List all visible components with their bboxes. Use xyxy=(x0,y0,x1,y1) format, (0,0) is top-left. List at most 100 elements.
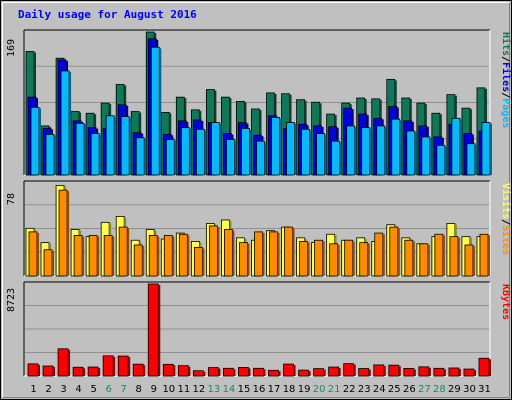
kbytes-bar-kbytes-face xyxy=(132,363,144,377)
visits-sites-bar-sites xyxy=(43,249,55,277)
visits-sites-bar-sites xyxy=(344,239,355,277)
hits-files-pages-bar-pages-face xyxy=(376,125,386,176)
kbytes-bar-kbytes xyxy=(418,366,431,377)
kbytes-bar-kbytes xyxy=(132,363,146,377)
kbytes-bar-kbytes-shadow xyxy=(398,366,401,376)
kbytes-bar-kbytes xyxy=(283,363,296,377)
hits-files-pages-bar-pages xyxy=(436,144,447,176)
kbytes-bar-kbytes-shadow xyxy=(188,366,191,376)
hits-files-pages-bar-pages xyxy=(466,143,477,176)
kbytes-bar-kbytes-face xyxy=(27,363,39,377)
visits-sites-bar-sites-face xyxy=(133,244,143,277)
hits-files-pages-bar-pages-shadow xyxy=(294,123,297,175)
x-tick-label: 27 xyxy=(418,384,431,395)
hits-files-pages-bar-pages-shadow xyxy=(324,134,327,175)
hits-files-pages-bar-pages-face xyxy=(331,140,341,176)
hits-files-pages-bar-pages xyxy=(90,133,102,176)
visits-sites-bar-sites-shadow xyxy=(277,232,280,276)
hits-files-pages-bar-pages-shadow xyxy=(489,123,492,175)
visits-sites-bar-sites-shadow xyxy=(112,236,115,276)
legend-item: / xyxy=(500,56,511,62)
kbytes-bar-kbytes xyxy=(223,367,236,377)
visits-sites-bar-sites-shadow xyxy=(217,226,220,276)
visits-sites-bar-sites xyxy=(359,242,370,277)
kbytes-ymax-label: 8723 xyxy=(6,288,17,312)
visits-sites-bar-sites-face xyxy=(299,241,308,277)
hits-files-pages-bar-pages-face xyxy=(346,125,356,176)
visits-sites-bar-sites xyxy=(148,235,160,277)
kbytes-bar-kbytes-face xyxy=(358,368,370,377)
kbytes-bar-kbytes-shadow xyxy=(308,371,311,376)
kbytes-bar-kbytes-face xyxy=(328,366,340,377)
hits-files-pages-bar-pages-shadow xyxy=(444,146,447,175)
visits-sites-bar-sites-shadow xyxy=(322,241,325,276)
visits-sites-bar-sites xyxy=(118,226,130,277)
hits-files-pages-bar-pages-face xyxy=(195,128,205,176)
kbytes-bar-kbytes-shadow xyxy=(158,285,161,376)
kbytes-bar-kbytes-face xyxy=(433,367,445,377)
visits-sites-bar-sites-shadow xyxy=(142,246,145,276)
kbytes-bar-kbytes xyxy=(463,368,476,377)
kbytes-bar-kbytes xyxy=(433,367,446,377)
kbytes-bar-kbytes-face xyxy=(373,364,385,377)
visits-sites-bar-sites-shadow xyxy=(247,243,250,276)
visits-sites-bar-sites xyxy=(419,243,430,277)
visits-sites-bar-sites xyxy=(389,226,400,277)
x-tick-label: 5 xyxy=(90,384,96,395)
kbytes-bar-kbytes-face xyxy=(223,367,234,377)
visits-sites-bar-sites-shadow xyxy=(397,228,400,276)
x-tick-label: 22 xyxy=(343,384,356,395)
hits-files-pages-bar-pages xyxy=(301,128,312,176)
hits-files-pages-bar-pages-face xyxy=(286,122,295,176)
hits-files-pages-bar-pages-shadow xyxy=(399,120,402,175)
visits-sites-bar-sites-shadow xyxy=(307,242,310,276)
kbytes-bar-kbytes-shadow xyxy=(353,364,356,376)
x-tick-label: 10 xyxy=(162,384,175,395)
kbytes-bar-kbytes-face xyxy=(253,367,264,377)
kbytes-bar-kbytes-face xyxy=(403,368,415,377)
hits-files-pages-bar-pages-shadow xyxy=(69,71,72,175)
kbytes-bar-kbytes-face xyxy=(192,370,204,377)
hits-files-pages-bar-pages xyxy=(60,70,72,176)
x-tick-label: 18 xyxy=(283,384,296,395)
kbytes-bar-kbytes-shadow xyxy=(218,368,221,376)
x-tick-label: 30 xyxy=(463,384,476,395)
visits-sites-bar-sites xyxy=(239,242,250,277)
hits-files-pages-bar-pages-face xyxy=(30,106,40,176)
hits-files-pages-bar-pages-face xyxy=(210,122,220,176)
legend-item: Hits xyxy=(500,32,512,56)
visits-sites-bar-sites-face xyxy=(118,226,128,277)
hits-files-pages-legend-label: Hits/Files/Pages xyxy=(500,32,512,128)
x-tick-label: 24 xyxy=(373,384,386,395)
x-tick-label: 25 xyxy=(388,384,401,395)
kbytes-bar-kbytes xyxy=(162,363,176,377)
hits-files-pages-bar-pages-shadow xyxy=(384,126,387,175)
hits-files-pages-bar-pages-shadow xyxy=(174,140,177,175)
kbytes-bar-kbytes-face xyxy=(283,363,294,377)
kbytes-bar-kbytes-shadow xyxy=(68,349,71,376)
hits-files-pages-bar-pages xyxy=(165,139,177,176)
hits-files-pages-bar-pages xyxy=(180,127,192,176)
visits-sites-bar-sites-shadow xyxy=(232,230,235,276)
x-tick-label: 20 xyxy=(313,384,326,395)
kbytes-bar-kbytes xyxy=(403,368,416,377)
kbytes-bar-kbytes-face xyxy=(57,348,69,377)
visits-sites-bar-sites-face xyxy=(103,235,113,277)
visits-sites-bar-sites-face xyxy=(374,232,384,277)
visits-sites-bar-sites xyxy=(464,244,475,277)
kbytes-bar-kbytes-shadow xyxy=(488,359,491,376)
visits-sites-bar-sites-shadow xyxy=(472,246,475,276)
x-tick-label: 16 xyxy=(253,384,266,395)
kbytes-bar-kbytes-face xyxy=(343,363,355,377)
visits-sites-bar-sites-face xyxy=(464,244,474,277)
hits-files-pages-bar-pages-face xyxy=(165,139,175,176)
visits-sites-bar-sites xyxy=(103,235,115,277)
x-tick-label: 13 xyxy=(208,384,221,395)
visits-sites-bar-sites xyxy=(254,231,265,277)
visits-sites-bar-sites xyxy=(434,233,445,277)
visits-sites-bar-sites-face xyxy=(224,229,233,277)
kbytes-bar-kbytes-face xyxy=(207,367,219,377)
hits-files-pages-bar-pages-shadow xyxy=(339,142,342,175)
visits-sites-bar-sites xyxy=(299,241,310,277)
hits-files-pages-bar-pages-shadow xyxy=(369,128,372,175)
